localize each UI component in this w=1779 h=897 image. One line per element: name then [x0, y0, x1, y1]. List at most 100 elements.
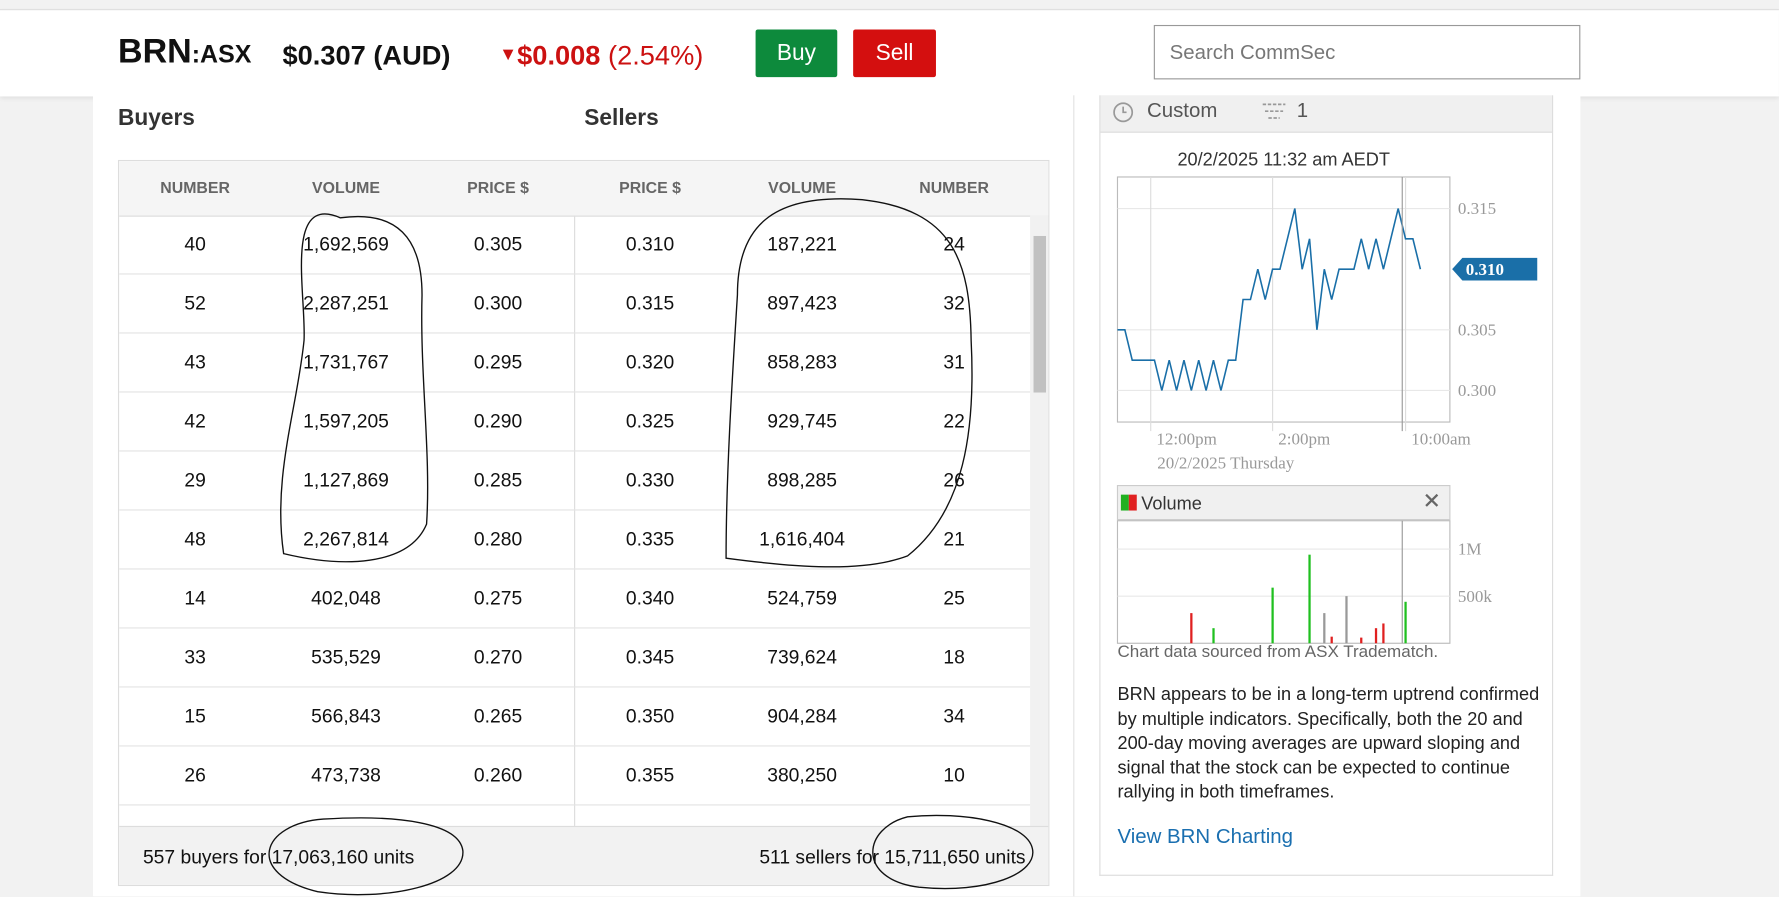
sell-button[interactable]: Sell: [853, 29, 936, 78]
volume-header: [1116, 484, 1451, 521]
table-cell: 0.260: [473, 764, 523, 787]
volume-bar: [1382, 623, 1385, 644]
sellers-title: Sellers: [584, 105, 659, 131]
filter-icon: [1262, 103, 1286, 119]
buy-button[interactable]: Buy: [755, 29, 838, 78]
table-cell: 858,283: [767, 351, 837, 374]
table-cell: 2,287,251: [303, 292, 389, 315]
table-cell: 0.270: [473, 646, 523, 669]
range-tab[interactable]: Custom: [1146, 98, 1218, 122]
hand-circle: [268, 817, 464, 896]
search-box[interactable]: Search CommSec: [1153, 24, 1581, 80]
row-border: [119, 568, 1031, 570]
row-border: [119, 273, 1031, 275]
y-tick-label: 1M: [1458, 540, 1482, 559]
exchange: :ASX: [191, 39, 252, 69]
table-cell: 52: [184, 292, 206, 315]
table-cell: 0.300: [473, 292, 523, 315]
table-cell: 0.265: [473, 705, 523, 728]
hand-circle: [725, 198, 973, 568]
table-cell: 0.355: [625, 764, 675, 787]
column-header: NUMBER: [919, 178, 989, 197]
table-cell: 15: [184, 705, 206, 728]
table-cell: 1,692,569: [303, 233, 389, 256]
table-cell: 473,738: [311, 764, 381, 787]
table-cell: 21: [943, 528, 965, 551]
table-cell: 535,529: [311, 646, 381, 669]
x-tick-label: 12:00pm: [1156, 430, 1216, 449]
last-price-tag: [1452, 257, 1538, 281]
table-cell: 1,597,205: [303, 410, 389, 433]
table-cell: 0.335: [625, 528, 675, 551]
scrollbar-thumb[interactable]: [1033, 235, 1047, 393]
filter-count[interactable]: 1: [1296, 98, 1309, 122]
table-cell: 1,731,767: [303, 351, 389, 374]
hand-circle: [872, 814, 1034, 890]
table-cell: 0.275: [473, 587, 523, 610]
table-cell: 0.310: [625, 233, 675, 256]
table-cell: 0.305: [473, 233, 523, 256]
table-cell: 48: [184, 528, 206, 551]
table-cell: 0.285: [473, 469, 523, 492]
table-cell: 1,127,869: [303, 469, 389, 492]
table-cell: 25: [943, 587, 965, 610]
side-panel: Custom 1 Chart data sourced from ASX Tra…: [1099, 95, 1554, 876]
table-cell: 566,843: [311, 705, 381, 728]
table-cell: 904,284: [767, 705, 837, 728]
table-cell: 0.320: [625, 351, 675, 374]
table-cell: 34: [943, 705, 965, 728]
table-header: [119, 161, 1049, 217]
x-tick-label: 2:00pm: [1278, 430, 1330, 449]
x-axis-date: 20/2/2025 Thursday: [1157, 454, 1295, 473]
x-tick-label: 10:00am: [1411, 430, 1471, 449]
table-cell: 10: [943, 764, 965, 787]
volume-bar: [1330, 636, 1333, 644]
table-cell: 0.325: [625, 410, 675, 433]
table-cell: 929,745: [767, 410, 837, 433]
table-cell: 524,759: [767, 587, 837, 610]
column-header: PRICE $: [619, 178, 681, 197]
row-border: [119, 450, 1031, 452]
table-cell: 33: [184, 646, 206, 669]
table-cell: 0.345: [625, 646, 675, 669]
buyers-total: 557 buyers for 17,063,160 units: [142, 846, 415, 868]
table-cell: 380,250: [767, 764, 837, 787]
volume-bar: [1360, 637, 1363, 644]
hand-circle: [280, 213, 429, 563]
row-border: [119, 686, 1031, 688]
close-icon[interactable]: [1425, 493, 1439, 507]
volume-title: Volume: [1141, 493, 1202, 513]
table-cell: 26: [184, 764, 206, 787]
change-block: ▼$0.008 (2.54%): [499, 40, 704, 72]
price: $0.307 (AUD): [282, 40, 451, 72]
top-bar: BRN:ASX $0.307 (AUD) ▼$0.008 (2.54%) Buy…: [0, 9, 1779, 97]
row-border: [119, 804, 1031, 806]
column-divider: [574, 215, 576, 829]
change-pct: (2.54%): [608, 40, 704, 72]
charting-link[interactable]: View BRN Charting: [1117, 824, 1294, 848]
description: BRN appears to be in a long-term uptrend…: [1117, 685, 1540, 803]
chart-toolbar: [1100, 95, 1552, 133]
volume-bar: [1212, 628, 1215, 644]
table-cell: 0.290: [473, 410, 523, 433]
table-cell: 739,624: [767, 646, 837, 669]
column-header: VOLUME: [312, 178, 380, 197]
volume-bar: [1323, 613, 1326, 644]
table-cell: 29: [184, 469, 206, 492]
row-border: [119, 627, 1031, 629]
clock-icon: [1113, 102, 1134, 123]
table-cell: 22: [943, 410, 965, 433]
column-header: NUMBER: [160, 178, 230, 197]
table-cell: 0.330: [625, 469, 675, 492]
table-cell: 40: [184, 233, 206, 256]
y-tick-label: 0.315: [1458, 199, 1496, 218]
volume-bar: [1271, 587, 1274, 644]
last-price-label: 0.310: [1466, 260, 1504, 279]
volume-bar: [1190, 613, 1193, 644]
row-border: [119, 332, 1031, 334]
buyers-title: Buyers: [117, 105, 195, 131]
plot-frame: [1116, 176, 1451, 423]
